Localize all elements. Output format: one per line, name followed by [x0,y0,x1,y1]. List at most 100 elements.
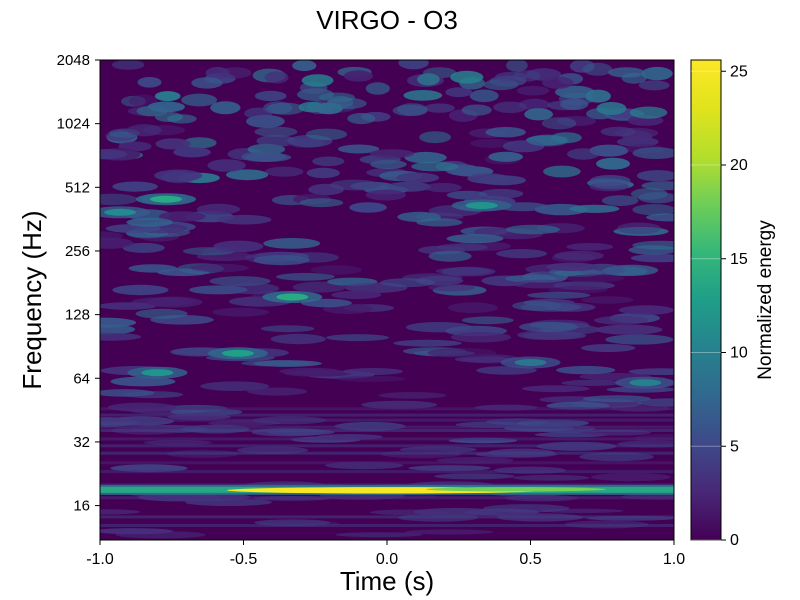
noise-blob [594,315,648,325]
noise-blob [343,70,373,82]
noise-blob [306,167,340,179]
noise-blob [326,97,367,110]
noise-blob [143,439,212,446]
noise-blob [369,149,415,159]
y-tick-label: 512 [65,179,90,196]
noise-blob [218,67,252,79]
noise-blob [405,322,472,333]
noise-blob [349,202,387,213]
noise-blob [145,296,203,308]
x-axis-label: Time (s) [340,566,434,596]
noise-blob [590,473,671,482]
noise-blob [100,528,173,535]
noise-blob [428,250,472,262]
noise-blob [380,278,435,288]
y-tick-label: 2048 [57,52,90,69]
noise-blob [326,334,389,342]
noise-blob [632,240,674,250]
noise-blob [621,72,647,84]
colorbar-frame [690,59,722,541]
x-tick-label: 1.0 [663,551,685,568]
noise-blob [600,126,636,137]
noise-blob [424,103,455,113]
noise-blob [476,366,537,375]
noise-blob [638,80,670,91]
noise-blob [417,73,440,86]
noise-blob [441,266,496,277]
noise-blob [512,279,571,289]
noise-blob [505,224,560,235]
noise-blob [335,532,423,538]
colorbar-tick-label: 0 [730,532,739,549]
noise-blob [450,70,484,84]
low-frequency-band [100,444,674,448]
x-tick-label: -0.5 [230,551,258,568]
noise-blob [561,379,622,386]
noise-blob [469,89,499,103]
noise-blob [224,282,280,295]
noise-blob [256,134,296,147]
noise-blob [107,402,177,412]
noise-blob [270,333,326,345]
noise-blob [154,91,181,102]
noise-blob [310,265,362,275]
noise-blob [299,198,344,208]
colorbar-tick-label: 25 [730,63,748,80]
x-tick-label: -1.0 [86,551,114,568]
noise-blob [428,283,475,292]
noise-blob [365,82,390,95]
noise-blob [292,281,346,293]
noise-blob [128,264,178,273]
colorbar-gradient [691,60,721,540]
noise-blob [446,234,504,244]
noise-blob [589,175,631,187]
noise-blob [196,203,241,215]
colorbar-tick-label: 10 [730,345,748,362]
noise-blob [212,307,269,317]
noise-blob [467,173,510,184]
noise-blob [378,392,447,399]
noise-blob [641,66,673,81]
noise-blob [126,124,162,137]
x-tick-label: 0.5 [519,551,541,568]
noise-blob [493,101,527,114]
noise-blob [556,365,616,375]
noise-blob [305,128,348,140]
noise-blob [566,243,614,251]
noise-blob [427,348,497,358]
noise-blob [548,285,608,294]
noise-blob [226,169,269,181]
noise-blob [541,76,574,89]
noise-blob [369,509,454,516]
colorbar: 0 5 10 15 20 25 [690,59,748,549]
noise-blob [581,344,636,352]
noise-blob [264,71,289,84]
noise-blob [616,222,662,235]
feature-blob [104,208,137,216]
colorbar-tick-label: 5 [730,438,739,455]
x-tick-label: 0.0 [376,551,398,568]
noise-blob [519,321,579,332]
colorbar-tick-label: 15 [730,251,748,268]
noise-blob [100,302,157,310]
noise-blob [181,93,218,107]
low-frequency-band [100,413,674,417]
noise-blob [213,240,264,253]
noise-blob [276,272,335,281]
noise-blob [526,134,569,147]
y-axis: 16 32 64 128 256 512 1024 2048 [57,52,100,515]
noise-blob [632,204,674,216]
noise-blob [397,211,441,222]
noise-blob [365,189,407,201]
noise-blob [527,291,591,299]
noise-blob [398,60,429,70]
noise-blob [566,274,625,283]
noise-blob [541,117,577,130]
chart-title: VIRGO - O3 [316,5,458,35]
noise-blob [160,171,197,184]
noise-blob [488,151,523,162]
low-frequency-band [100,429,674,432]
noise-blob [155,138,191,150]
noise-blob [521,385,590,393]
noise-blob [517,330,580,340]
